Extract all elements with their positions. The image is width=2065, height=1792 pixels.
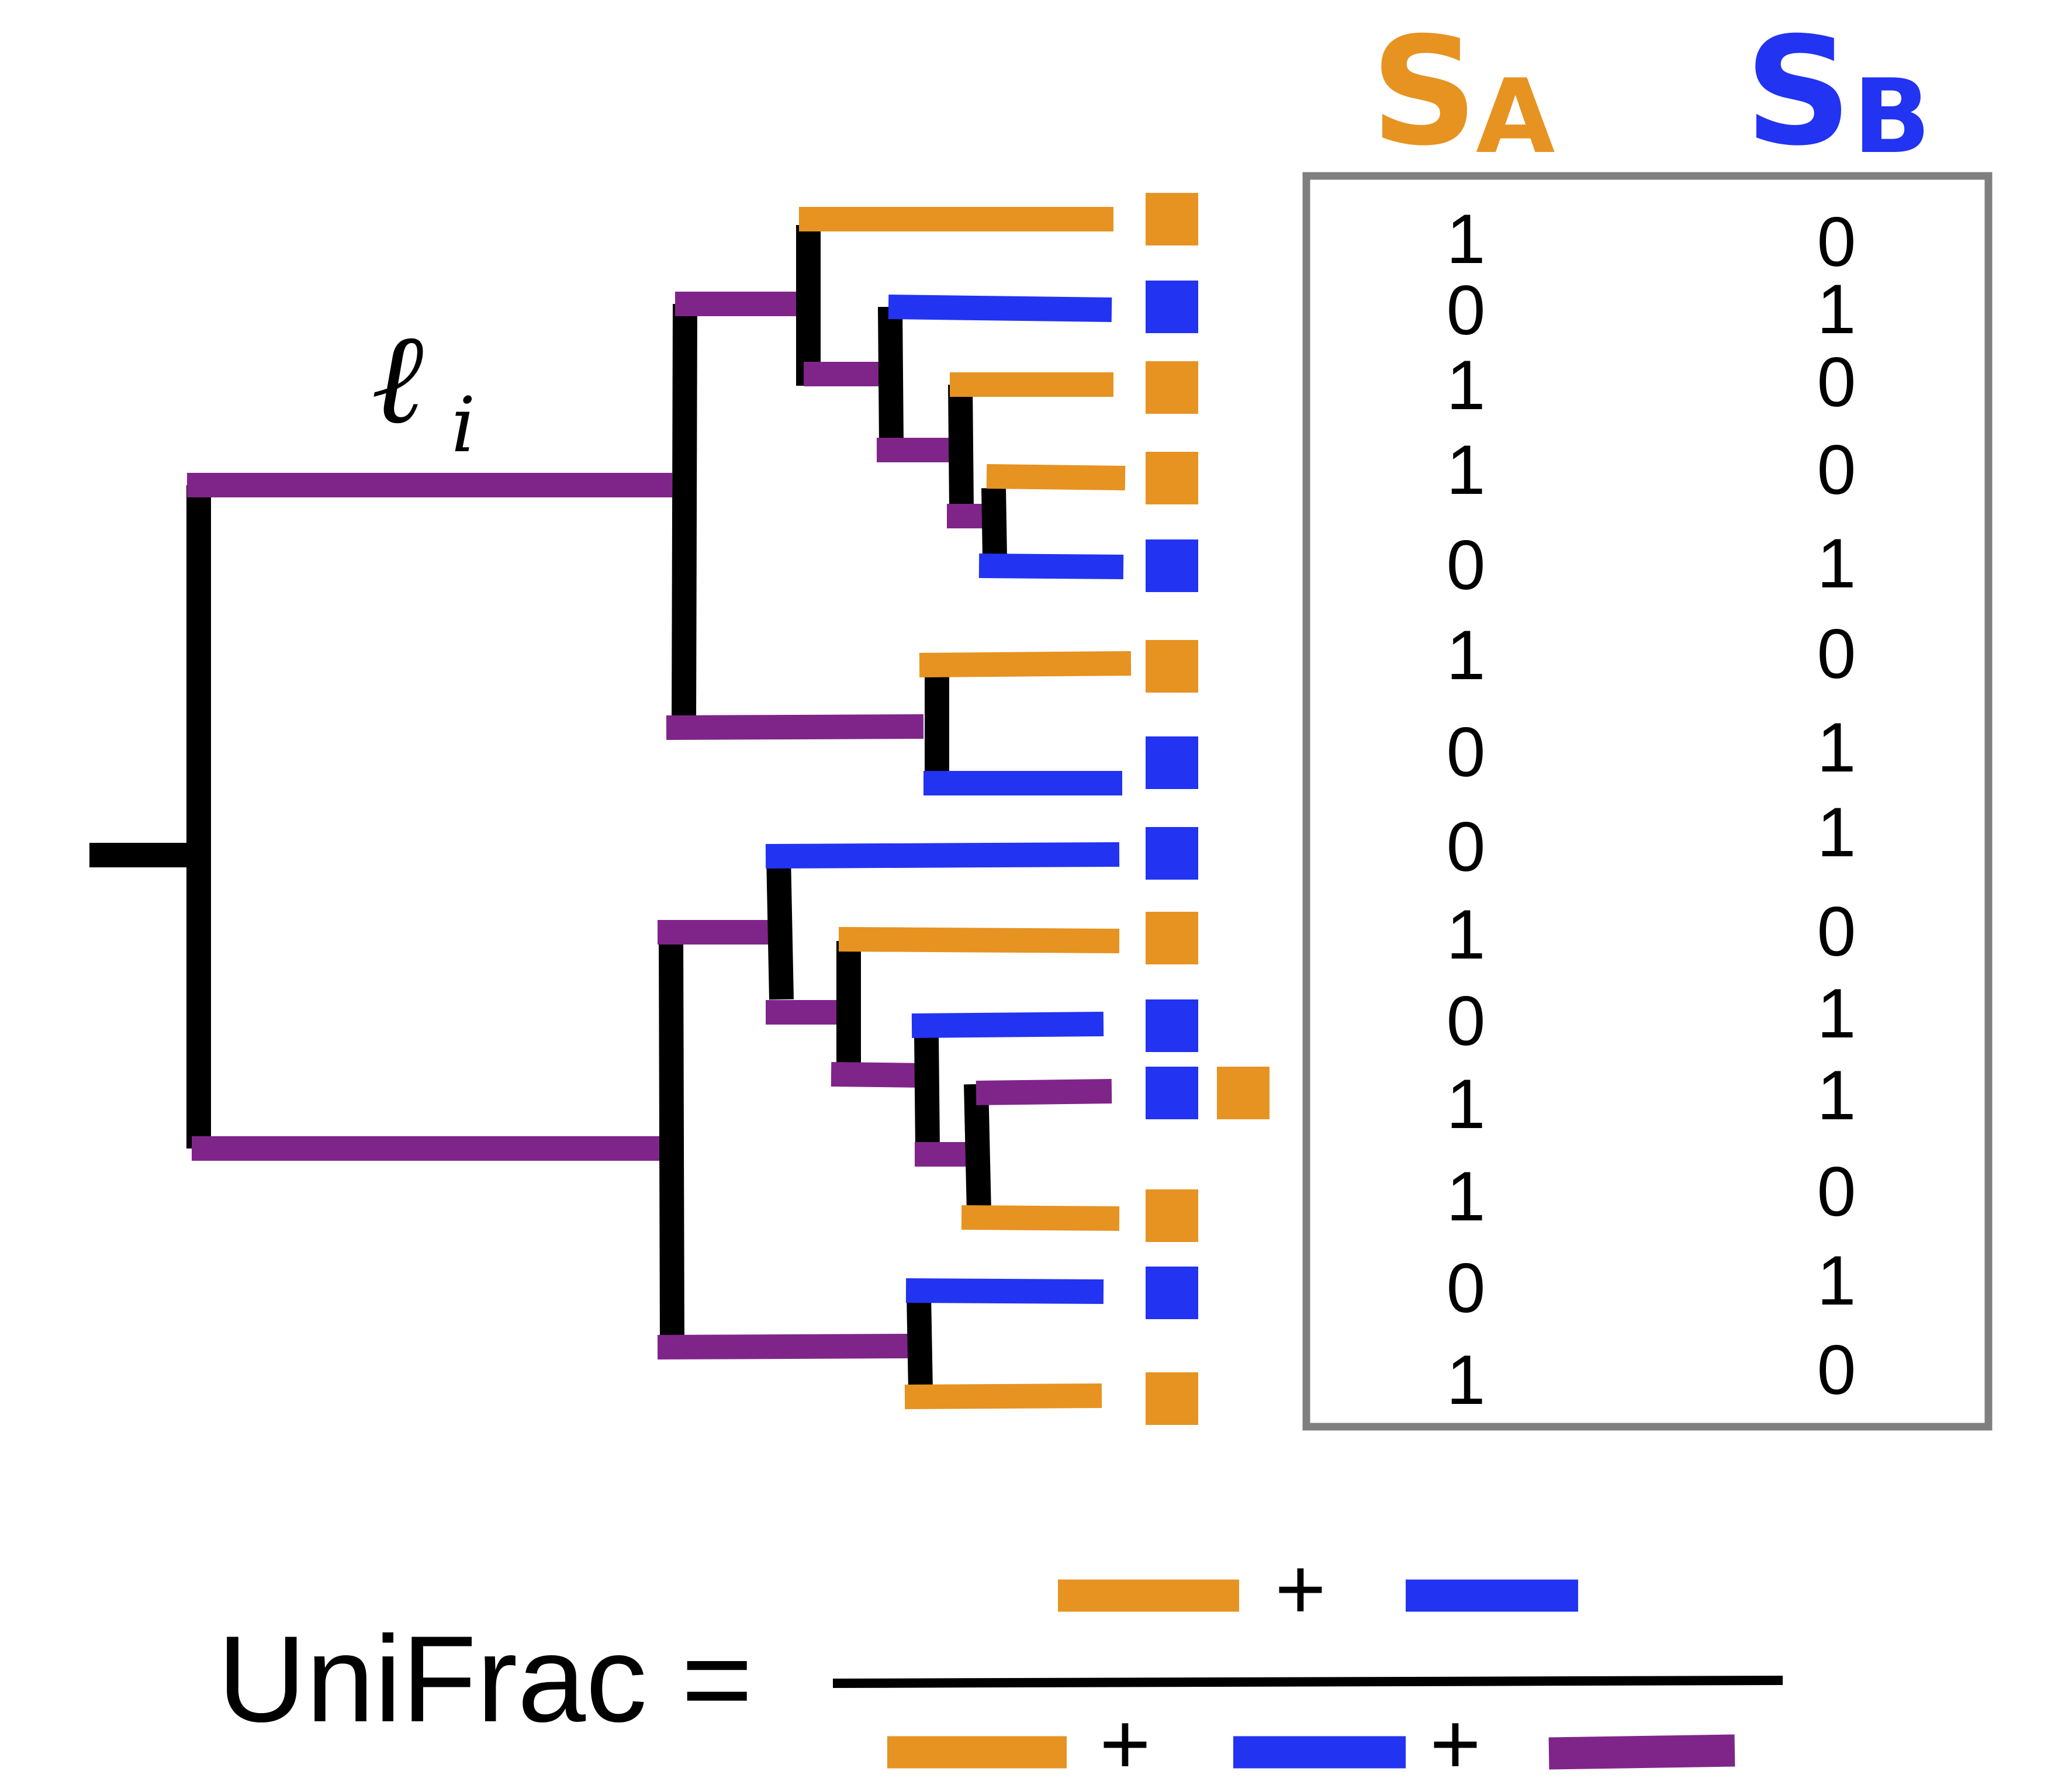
branch-subscript: i (451, 380, 476, 469)
clade-b-vertical (878, 306, 904, 445)
table-cell-a-row-12: 1 (1447, 1157, 1486, 1236)
lower-vertical (659, 932, 684, 1348)
denominator-plus-1: + (1099, 1694, 1151, 1792)
table-cell-b-row-1: 0 (1817, 203, 1856, 281)
leaf-7-marker-blue (1146, 736, 1198, 789)
leaf-12-marker-orange (1146, 1189, 1198, 1242)
fraction-bar (832, 1676, 1783, 1688)
leaf-branch-4 (986, 464, 1126, 490)
leaf-3-marker-orange (1146, 361, 1198, 414)
table-cell-a-row-1: 1 (1447, 200, 1486, 278)
table-cell-b-row-12: 0 (1817, 1153, 1856, 1231)
table-cell-a-row-10: 0 (1447, 982, 1486, 1060)
table-cell-b-row-10: 1 (1817, 974, 1856, 1053)
leaf-branch-11 (976, 1079, 1112, 1105)
table-cell-a-row-13: 0 (1447, 1249, 1486, 1327)
table-cell-a-row-2: 0 (1447, 271, 1486, 350)
branch-symbol: ℓ (371, 305, 424, 452)
clade-g-branch-2 (831, 1062, 924, 1088)
unifrac-formula: UniFrac = + + + (217, 1540, 1783, 1792)
table-cell-b-row-11: 1 (1817, 1056, 1856, 1134)
clade-h-vertical (914, 1034, 940, 1149)
clade-j-vertical (907, 1294, 933, 1392)
upper-branch-2 (666, 714, 924, 740)
table-cells: 1 00 11 01 00 11 00 10 11 00 11 11 00 11 0 (1447, 200, 1856, 1419)
leaf-branch-12 (961, 1205, 1120, 1231)
leaf-14-marker-orange (1146, 1372, 1198, 1425)
leaf-branch-6 (919, 651, 1132, 677)
leaf-1-marker-orange (1146, 193, 1198, 245)
table-cell-b-row-6: 0 (1817, 615, 1856, 693)
header-sb-letter: S (1745, 5, 1852, 179)
leaf-sample-markers (1146, 193, 1270, 1425)
table-border (1302, 172, 1993, 1431)
table-cell-a-row-5: 0 (1447, 526, 1486, 604)
table-cell-a-row-7: 0 (1447, 713, 1486, 791)
table-cell-a-row-6: 1 (1447, 616, 1486, 694)
branch-length-label: ℓ i (371, 305, 476, 469)
denominator-plus-2: + (1430, 1694, 1481, 1792)
presence-table: S A S B 1 00 11 01 00 11 00 10 11 00 11 11 00 11 0 (1302, 5, 1993, 1431)
leaf-branch-5 (978, 553, 1124, 579)
table-cell-b-row-3: 0 (1817, 343, 1856, 421)
upper-vertical (672, 303, 697, 728)
leaf-8-marker-blue (1146, 827, 1198, 880)
leaf-10-marker-blue (1146, 999, 1198, 1052)
table-cell-b-row-5: 1 (1817, 524, 1856, 603)
table-cell-b-row-8: 1 (1817, 793, 1856, 871)
table-cell-b-row-14: 0 (1817, 1331, 1856, 1409)
header-sa-subscript: A (1476, 58, 1555, 177)
formula-label: UniFrac = (217, 1610, 753, 1748)
denominator-purple-bar (1548, 1734, 1735, 1770)
leaf-branch-13 (905, 1278, 1104, 1304)
header-sb-subscript: B (1853, 58, 1931, 177)
header-sa-letter: S (1371, 5, 1478, 179)
phylogenetic-tree (89, 207, 1132, 1409)
table-cell-a-row-11: 1 (1447, 1065, 1486, 1143)
leaf-11-marker-blue (1146, 1067, 1198, 1119)
table-cell-a-row-9: 1 (1447, 895, 1486, 974)
clade-c-vertical (948, 384, 974, 509)
clade-d-vertical (981, 487, 1007, 559)
table-cell-a-row-3: 1 (1447, 346, 1486, 424)
table-cell-b-row-2: 1 (1817, 270, 1856, 348)
lower-branch-2 (657, 1334, 912, 1359)
leaf-branch-14 (904, 1383, 1102, 1409)
leaf-11-marker-orange (1217, 1067, 1270, 1119)
table-cell-b-row-4: 0 (1817, 431, 1856, 509)
leaf-13-marker-blue (1146, 1267, 1198, 1319)
table-cell-a-row-4: 1 (1447, 431, 1486, 509)
leaf-9-marker-orange (1146, 912, 1198, 964)
leaf-branch-9 (838, 927, 1120, 953)
leaf-2-marker-blue (1146, 281, 1198, 333)
table-cell-a-row-8: 0 (1447, 808, 1486, 886)
clade-f-vertical (766, 856, 794, 1000)
leaf-5-marker-blue (1146, 539, 1198, 592)
leaf-6-marker-orange (1146, 640, 1198, 693)
table-cell-b-row-7: 1 (1817, 708, 1856, 787)
table-cell-b-row-13: 1 (1817, 1241, 1856, 1320)
clade-i-vertical (964, 1084, 991, 1213)
leaf-branch-10 (911, 1012, 1104, 1038)
table-cell-b-row-9: 0 (1817, 892, 1856, 971)
leaf-4-marker-orange (1146, 452, 1198, 504)
leaf-branch-2 (888, 295, 1112, 322)
leaf-branch-8 (765, 842, 1120, 869)
numerator-plus: + (1275, 1540, 1326, 1638)
table-cell-a-row-14: 1 (1447, 1341, 1486, 1419)
